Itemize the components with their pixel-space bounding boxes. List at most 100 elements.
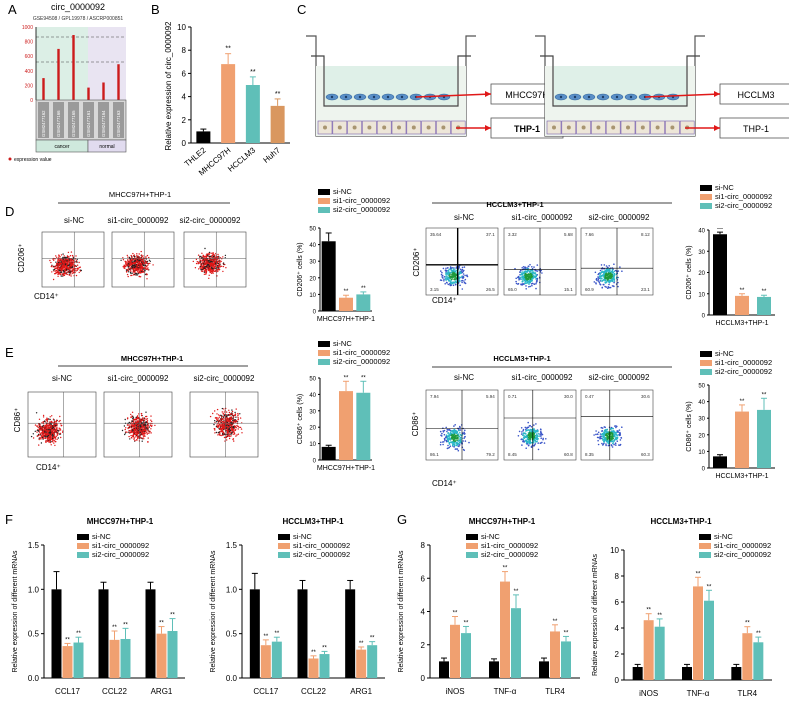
panel-a-bar — [102, 82, 105, 100]
flow-event — [453, 425, 455, 427]
flow-event — [454, 283, 457, 286]
flow-event — [140, 428, 143, 431]
flow-event — [55, 271, 58, 274]
flow-event — [223, 431, 225, 434]
panel-d-bar1-ytick: 10 — [309, 293, 316, 299]
flow-event — [226, 439, 228, 441]
flow-event — [440, 441, 442, 444]
flow-event — [76, 268, 79, 270]
flow-event — [604, 282, 607, 284]
flow-event — [40, 436, 43, 438]
panel-a-sample-cell — [53, 102, 64, 138]
flow-event — [140, 437, 142, 439]
flow-event — [607, 431, 609, 433]
flow-event — [50, 444, 52, 446]
flow-event — [458, 272, 461, 274]
panel-d-right-legend-swatch — [700, 185, 712, 191]
flow-event — [59, 259, 61, 261]
flow-event — [226, 434, 229, 436]
panel-a-group-normal — [87, 139, 127, 153]
flow-event — [54, 438, 56, 440]
flow-event — [613, 277, 615, 279]
flow-event — [133, 273, 135, 275]
panel-a-sample-label: GSM2477161 — [86, 110, 91, 137]
flow-event — [55, 267, 57, 269]
panel-d-left-title: MHCC97H+THP-1 — [109, 190, 171, 199]
flow-event — [535, 423, 537, 425]
flow-event — [209, 269, 212, 271]
flow-event — [611, 446, 614, 448]
flow-event — [63, 273, 65, 275]
flow-event — [127, 424, 129, 426]
flow-event — [535, 287, 537, 290]
flow-event — [36, 435, 38, 437]
flow-event — [604, 270, 606, 272]
flow-event — [601, 287, 603, 289]
flow-event — [600, 433, 603, 436]
flow-event — [453, 431, 456, 434]
flow-event — [68, 263, 71, 265]
flow-event — [137, 437, 139, 440]
flow-event — [50, 261, 52, 264]
flow-event — [71, 254, 74, 257]
flow-event — [49, 259, 51, 262]
panel-c-thp1-nucleus — [566, 125, 571, 130]
flow-event — [52, 434, 54, 437]
flow-event — [441, 276, 443, 278]
flow-event — [57, 260, 59, 262]
flow-event — [58, 263, 61, 266]
flow-event — [517, 282, 520, 285]
panel-c-tumor-nucleus — [559, 95, 563, 99]
panel-d-bar2-bar — [735, 295, 749, 315]
flow-event — [146, 262, 148, 264]
flow-event — [536, 270, 539, 272]
flow-event — [40, 429, 42, 431]
flow-event — [526, 429, 529, 431]
flow-event — [613, 281, 615, 284]
flow-event — [217, 256, 219, 258]
flow-event — [128, 435, 130, 438]
flow-event — [145, 256, 147, 258]
flow-event — [521, 280, 524, 283]
flow-event — [203, 267, 205, 269]
panel-d-right-col-label: si1-circ_0000092 — [512, 213, 573, 222]
flow-event — [230, 432, 233, 434]
flow-event — [53, 259, 55, 261]
flow-event — [446, 447, 449, 450]
flow-event — [610, 444, 613, 447]
flow-event — [452, 274, 455, 276]
flow-event — [451, 444, 454, 447]
flow-event — [529, 432, 532, 434]
panel-a-ytick: 400 — [25, 69, 34, 75]
flow-event — [610, 276, 613, 279]
flow-event — [141, 431, 143, 433]
panel-d-bar2-xlabel: HCCLM3+THP-1 — [715, 320, 768, 327]
flow-event — [127, 269, 129, 272]
flow-event — [618, 429, 621, 431]
flow-event — [205, 260, 207, 263]
panel-d-bar2-ytick: 0 — [702, 314, 706, 320]
flow-event — [140, 413, 143, 415]
flow-event — [43, 420, 46, 422]
panel-label-f: F — [5, 512, 13, 527]
flow-event — [219, 415, 221, 417]
flow-event — [536, 264, 539, 266]
flow-event — [145, 428, 147, 430]
flow-event — [144, 273, 147, 275]
flow-event — [604, 275, 606, 278]
panel-a-sample-label: GSM2477162 — [41, 110, 46, 137]
flow-event — [519, 276, 521, 279]
flow-event — [613, 274, 615, 277]
panel-e-left-col-label: si2-circ_0000092 — [194, 374, 255, 383]
flow-event — [233, 430, 235, 432]
flow-event — [143, 438, 145, 440]
flow-event — [208, 253, 210, 255]
flow-event — [603, 264, 606, 266]
flow-event — [140, 433, 142, 435]
flow-event — [129, 438, 131, 440]
flow-event — [449, 266, 452, 268]
flow-event — [217, 420, 219, 422]
flow-event — [526, 278, 529, 280]
flow-event — [130, 272, 132, 274]
flow-event — [526, 281, 528, 284]
